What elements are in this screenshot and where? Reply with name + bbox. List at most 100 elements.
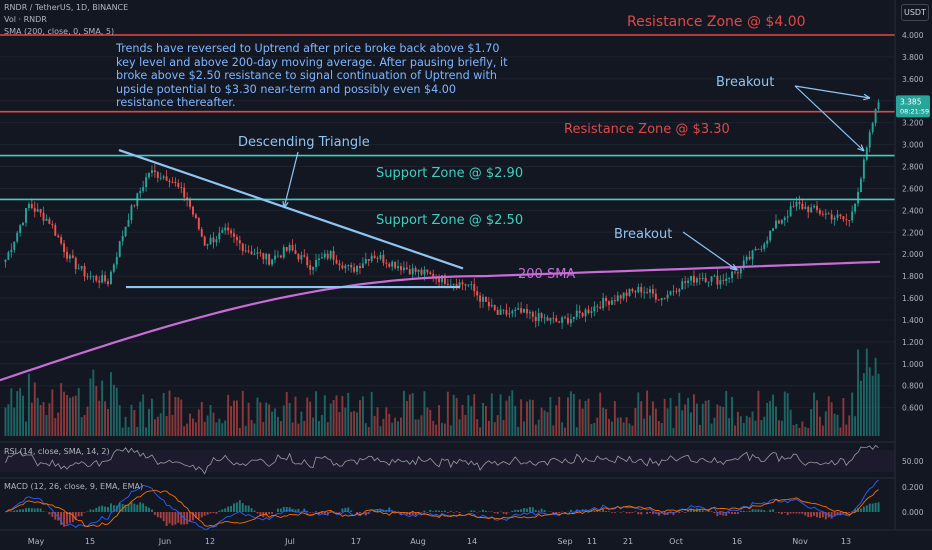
candle-body <box>285 247 288 251</box>
macd-histogram-bar <box>760 509 763 512</box>
macd-histogram-bar <box>426 512 429 513</box>
volume-bar <box>523 421 525 436</box>
symbol-title: RNDR / TetherUS, 1D, BINANCE <box>4 3 129 12</box>
candle-body <box>312 267 315 270</box>
candle-body <box>763 243 766 249</box>
candle-body <box>332 250 335 260</box>
macd-histogram-bar <box>470 510 473 512</box>
volume-bar <box>33 382 36 436</box>
y-tick-label: 1.800 <box>902 272 924 281</box>
volume-bar <box>874 357 877 436</box>
macd-histogram-bar <box>136 504 139 512</box>
volume-bar <box>584 400 587 436</box>
macd-histogram-bar <box>197 512 200 519</box>
volume-bar <box>27 373 30 436</box>
candle-body <box>145 177 148 188</box>
volume-bar <box>763 416 766 436</box>
volume-bar <box>221 423 224 436</box>
volume-bar <box>476 419 479 436</box>
volume-bar <box>186 423 189 436</box>
volume-bar <box>561 422 564 436</box>
candle-body <box>112 264 115 272</box>
candle-body <box>558 321 561 323</box>
candle-body <box>786 216 789 218</box>
candle-body <box>60 237 63 244</box>
candle-body <box>288 245 291 251</box>
macd-histogram-bar <box>722 512 725 516</box>
candle-body <box>148 172 150 178</box>
candle-body <box>549 317 552 321</box>
candle-body <box>640 286 643 293</box>
volume-bar <box>394 417 397 436</box>
macd-histogram-bar <box>268 512 271 515</box>
candle-body <box>461 282 464 285</box>
macd-histogram-bar <box>209 512 212 514</box>
volume-bar <box>288 403 291 436</box>
volume-bar <box>745 415 748 436</box>
candle-body <box>651 289 654 294</box>
macd-pane <box>0 477 895 530</box>
volume-bar <box>22 395 24 436</box>
volume-bar <box>312 417 315 436</box>
volume-bar <box>77 388 80 436</box>
candle-body <box>520 308 523 313</box>
macd-histogram-bar <box>754 509 757 512</box>
volume-bar <box>528 399 531 436</box>
candle-body <box>446 283 449 285</box>
candle-body <box>772 228 775 231</box>
volume-bar <box>177 397 180 436</box>
volume-bar <box>810 409 813 436</box>
label-resistance-400: Resistance Zone @ $4.00 <box>627 14 806 30</box>
macd-histogram-bar <box>297 508 300 512</box>
candle-body <box>115 256 118 265</box>
candle-body <box>663 298 666 299</box>
macd-histogram-bar <box>151 509 153 512</box>
macd-histogram-bar <box>382 509 385 512</box>
candle-body <box>701 277 704 279</box>
candle-body <box>83 266 86 277</box>
volume-bar <box>739 416 742 436</box>
macd-histogram-bar <box>701 510 704 512</box>
candle-body <box>92 275 95 277</box>
volume-bar <box>877 373 880 436</box>
candle-body <box>739 266 742 274</box>
macd-histogram-bar <box>344 507 347 512</box>
candle-body <box>792 206 795 208</box>
currency-unit-button[interactable]: USDT <box>901 4 929 21</box>
macd-histogram-bar <box>681 511 684 512</box>
volume-bar <box>669 398 672 436</box>
macd-histogram-bar <box>224 508 227 512</box>
candle-body <box>860 178 862 192</box>
macd-histogram-bar <box>13 510 16 512</box>
candle-body <box>657 299 660 301</box>
candle-body <box>86 276 89 278</box>
volume-bar <box>722 406 725 436</box>
candle-body <box>807 206 810 213</box>
macd-histogram-bar <box>640 512 643 515</box>
volume-bar <box>107 408 109 436</box>
macd-histogram-bar <box>593 510 596 512</box>
candle-body <box>104 275 107 282</box>
macd-histogram-bar <box>552 512 555 514</box>
volume-bar <box>98 400 101 436</box>
volume-bar <box>259 402 262 436</box>
volume-bar <box>297 423 300 436</box>
candle-body <box>63 243 66 252</box>
macd-histogram-bar <box>54 512 57 520</box>
candle-body <box>107 281 109 285</box>
candle-body <box>338 263 341 266</box>
candle-body <box>27 203 30 208</box>
candle-body <box>101 275 104 283</box>
candle-body <box>414 268 417 272</box>
volume-bar <box>127 427 130 436</box>
macd-histogram-bar <box>294 509 297 512</box>
candle-body <box>192 206 194 215</box>
candle-body <box>514 309 517 311</box>
volume-bar <box>95 386 98 436</box>
macd-histogram-bar <box>192 512 194 521</box>
volume-bar <box>596 417 599 436</box>
macd-histogram-bar <box>816 512 818 518</box>
volume-bar <box>710 423 713 436</box>
volume-bar <box>364 423 367 436</box>
candle-body <box>54 225 57 236</box>
